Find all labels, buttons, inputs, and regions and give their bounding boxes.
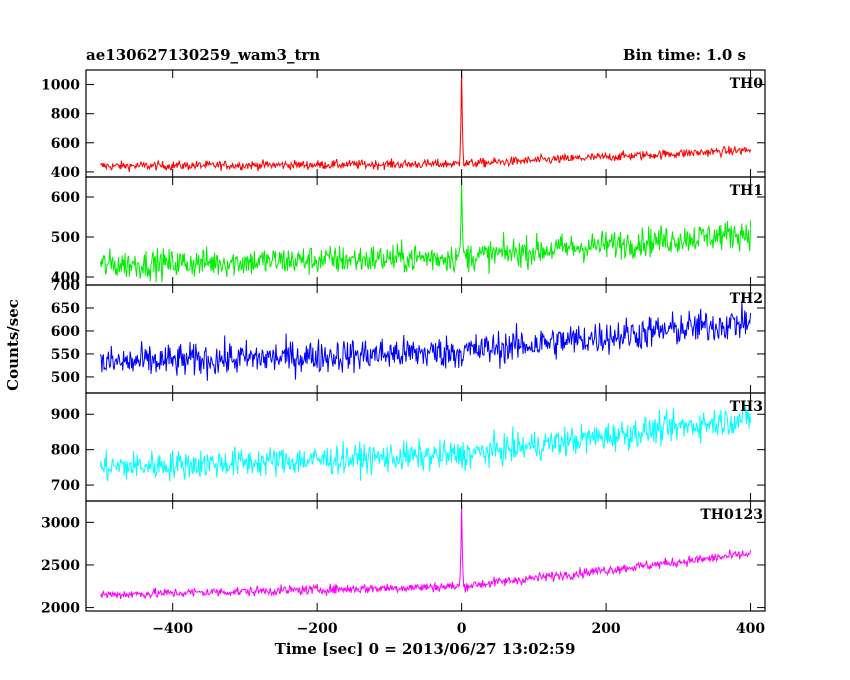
- panel-frame-th3: [85, 392, 766, 502]
- x-tick-label: 200: [591, 621, 620, 637]
- channel-label-th0123: TH0123: [700, 507, 763, 523]
- channel-label-th1: TH1: [730, 183, 763, 199]
- y-tick-label: 800: [51, 107, 80, 123]
- series-line-th3: [99, 406, 752, 482]
- y-tick-label: 600: [51, 190, 80, 206]
- channel-label-th3: TH3: [730, 399, 763, 415]
- y-tick-label: 700: [51, 478, 80, 494]
- y-tick-label: 3000: [41, 515, 80, 531]
- y-tick-label: 600: [51, 136, 80, 152]
- x-tick-label: 0: [457, 621, 467, 637]
- x-tick-label: 400: [736, 621, 765, 637]
- series-line-th1: [99, 180, 752, 282]
- panel-frame-th0123: [85, 500, 766, 612]
- y-tick-label: 1000: [41, 78, 80, 94]
- y-tick-label: 600: [51, 324, 80, 340]
- y-tick-label: 800: [51, 443, 80, 459]
- panel-frame-th2: [85, 284, 766, 394]
- y-tick-label: 900: [51, 407, 80, 423]
- y-tick-label: 500: [51, 230, 80, 246]
- chart-title: ae130627130259_wam3_trn: [86, 46, 320, 64]
- x-tick-label: −400: [152, 621, 193, 637]
- y-tick-label: 2500: [41, 558, 80, 574]
- panels-group: 400 600 800 1000 TH0 400 500 600 TH1 500 550 600 650…: [41, 69, 766, 637]
- series-line-th0: [100, 70, 752, 173]
- y-axis-label: Counts/sec: [4, 299, 22, 391]
- y-tick-label: 650: [51, 301, 80, 317]
- channel-label-th2: TH2: [730, 291, 763, 307]
- bin-time-label: Bin time: 1.0 s: [623, 46, 746, 64]
- y-tick-label: 550: [51, 347, 80, 363]
- series-line-th2: [99, 300, 752, 381]
- y-tick-label: 700: [51, 278, 80, 294]
- x-tick-label: −200: [297, 621, 338, 637]
- y-tick-label: 500: [51, 370, 80, 386]
- x-axis-label: Time [sec] 0 = 2013/06/27 13:02:59: [275, 640, 576, 658]
- series-line-th0123: [99, 505, 752, 600]
- y-tick-label: 2000: [41, 601, 80, 617]
- y-tick-label: 400: [51, 165, 80, 181]
- y-tick-label: 400: [51, 270, 80, 286]
- channel-label-th0: TH0: [730, 76, 764, 92]
